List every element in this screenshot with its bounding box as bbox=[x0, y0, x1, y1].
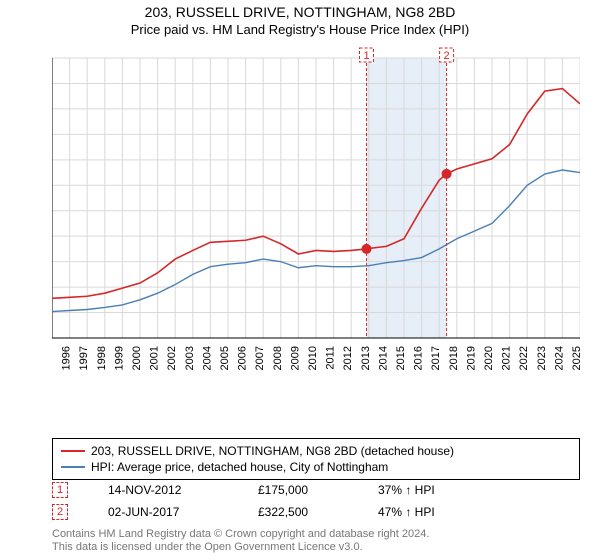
svg-text:1995: 1995 bbox=[52, 346, 55, 370]
price-chart: £0£50K£100K£150K£200K£250K£300K£350K£400… bbox=[52, 46, 580, 386]
marker-price: £322,500 bbox=[258, 505, 338, 519]
marker-badge: 2 bbox=[52, 504, 68, 520]
marker-price: £175,000 bbox=[258, 483, 338, 497]
markers-list: 1 14-NOV-2012 £175,000 37% ↑ HPI 2 02-JU… bbox=[52, 480, 580, 524]
svg-text:1999: 1999 bbox=[113, 346, 125, 370]
svg-text:1996: 1996 bbox=[61, 346, 73, 370]
svg-text:2003: 2003 bbox=[184, 346, 196, 370]
legend-row: 203, RUSSELL DRIVE, NOTTINGHAM, NG8 2BD … bbox=[61, 443, 571, 459]
marker-badge: 1 bbox=[52, 482, 68, 498]
svg-text:2001: 2001 bbox=[149, 346, 161, 370]
svg-text:2008: 2008 bbox=[272, 346, 284, 370]
title-block: 203, RUSSELL DRIVE, NOTTINGHAM, NG8 2BD … bbox=[0, 0, 600, 37]
footnote: Contains HM Land Registry data © Crown c… bbox=[52, 528, 580, 554]
marker-date: 14-NOV-2012 bbox=[108, 483, 218, 497]
svg-text:2011: 2011 bbox=[325, 346, 337, 370]
svg-text:2009: 2009 bbox=[289, 346, 301, 370]
svg-text:2002: 2002 bbox=[166, 346, 178, 370]
svg-text:2010: 2010 bbox=[307, 346, 319, 370]
svg-text:2023: 2023 bbox=[536, 346, 548, 370]
svg-text:1997: 1997 bbox=[78, 346, 90, 370]
svg-text:2019: 2019 bbox=[465, 346, 477, 370]
legend-label-hpi: HPI: Average price, detached house, City… bbox=[91, 460, 388, 474]
legend: 203, RUSSELL DRIVE, NOTTINGHAM, NG8 2BD … bbox=[52, 438, 580, 480]
svg-text:2006: 2006 bbox=[237, 346, 249, 370]
footnote-line1: Contains HM Land Registry data © Crown c… bbox=[52, 528, 429, 540]
svg-text:2024: 2024 bbox=[553, 346, 565, 370]
svg-text:2020: 2020 bbox=[483, 346, 495, 370]
svg-text:2021: 2021 bbox=[501, 346, 513, 370]
page-title: 203, RUSSELL DRIVE, NOTTINGHAM, NG8 2BD bbox=[0, 4, 600, 20]
svg-text:2022: 2022 bbox=[518, 346, 530, 370]
marker-date: 02-JUN-2017 bbox=[108, 505, 218, 519]
footnote-line2: This data is licensed under the Open Gov… bbox=[52, 541, 363, 553]
page-subtitle: Price paid vs. HM Land Registry's House … bbox=[0, 22, 600, 37]
marker-pct: 47% ↑ HPI bbox=[378, 505, 468, 519]
svg-text:2012: 2012 bbox=[342, 346, 354, 370]
svg-text:2016: 2016 bbox=[413, 346, 425, 370]
marker-pct: 37% ↑ HPI bbox=[378, 483, 468, 497]
svg-text:2025: 2025 bbox=[571, 346, 580, 370]
svg-text:2007: 2007 bbox=[254, 346, 266, 370]
svg-text:2015: 2015 bbox=[395, 346, 407, 370]
svg-text:2014: 2014 bbox=[377, 346, 389, 370]
marker-row: 1 14-NOV-2012 £175,000 37% ↑ HPI bbox=[52, 480, 580, 500]
marker-row: 2 02-JUN-2017 £322,500 47% ↑ HPI bbox=[52, 502, 580, 522]
legend-swatch-property bbox=[61, 450, 85, 452]
svg-text:2017: 2017 bbox=[430, 346, 442, 370]
svg-text:2004: 2004 bbox=[201, 346, 213, 370]
svg-text:2: 2 bbox=[444, 50, 450, 62]
svg-text:2000: 2000 bbox=[131, 346, 143, 370]
svg-text:1: 1 bbox=[363, 50, 369, 62]
svg-text:2013: 2013 bbox=[360, 346, 372, 370]
svg-text:1998: 1998 bbox=[96, 346, 108, 370]
legend-swatch-hpi bbox=[61, 466, 85, 468]
legend-row: HPI: Average price, detached house, City… bbox=[61, 459, 571, 475]
svg-text:2018: 2018 bbox=[448, 346, 460, 370]
svg-text:2005: 2005 bbox=[219, 346, 231, 370]
chart-container: 203, RUSSELL DRIVE, NOTTINGHAM, NG8 2BD … bbox=[0, 0, 600, 560]
legend-label-property: 203, RUSSELL DRIVE, NOTTINGHAM, NG8 2BD … bbox=[91, 444, 454, 458]
